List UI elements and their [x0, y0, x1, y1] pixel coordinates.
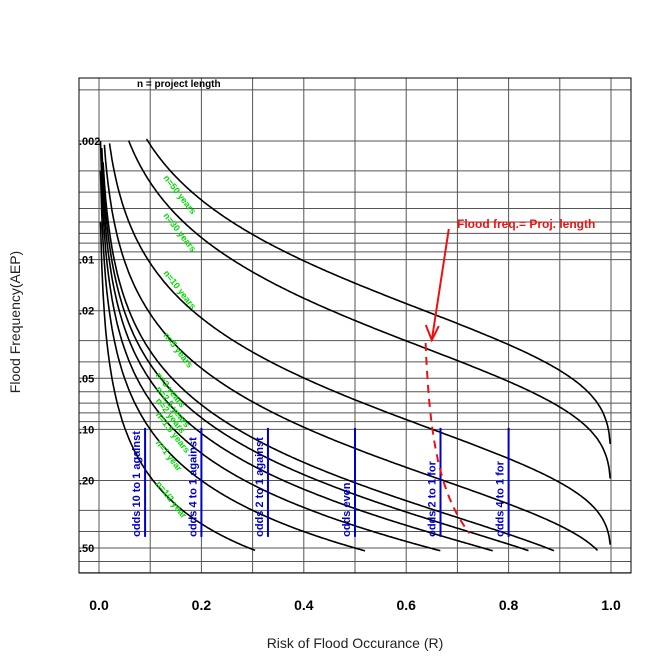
y-tick-4: .10: [79, 424, 94, 436]
risk-curves: [99, 138, 611, 552]
y-axis-title: Flood Frequency(AEP): [7, 251, 23, 393]
x-tick-0: 0.0: [89, 597, 109, 613]
x-tick-3: 0.6: [396, 597, 416, 613]
odds-label-3: odds 2 to 1 against: [254, 437, 266, 537]
x-tick-2: 0.4: [294, 597, 314, 613]
y-tick-2: .02: [79, 306, 94, 318]
equal-length-curve: [424, 342, 471, 535]
odds-lines: odds 10 to 1 against odds 4 to 1 against o…: [131, 427, 510, 537]
annotation-arrow-shaft: [430, 228, 450, 341]
project-length-note: n = project length: [137, 79, 221, 90]
annotation-arrow-head: [424, 324, 440, 343]
x-tick-4: 0.8: [499, 597, 519, 613]
x-axis-title: Risk of Flood Occurance (R): [267, 635, 444, 651]
x-tick-5: 1.0: [601, 597, 621, 613]
y-tick-3: .05: [79, 373, 94, 385]
curve-2: [127, 140, 611, 479]
y-tick-5: .20: [79, 475, 94, 487]
curve-4: [103, 144, 599, 551]
y-tick-0: .002: [79, 136, 100, 148]
y-tick-labels: .002 .01 .02 .05 .10 .20 .50: [79, 136, 100, 555]
curve-10: [99, 221, 256, 552]
odds-label-5: odds 2 to 1 for: [427, 460, 439, 537]
curve-9: [99, 170, 366, 552]
odds-label-2: odds 4 to 1 against: [187, 437, 199, 537]
x-tick-labels: 0.0 0.2 0.4 0.6 0.8 1.0: [89, 597, 621, 613]
y-tick-6: .50: [79, 543, 94, 555]
odds-label-1: odds 10 to 1 against: [131, 431, 143, 537]
annotation-label: Flood freq.= Proj. length: [457, 217, 595, 231]
curve-6: [101, 147, 529, 552]
x-tick-1: 0.2: [192, 597, 212, 613]
curve-3: [108, 143, 611, 545]
equal-length-annotation: Flood freq.= Proj. length: [424, 217, 595, 535]
y-tick-1: .01: [79, 255, 94, 267]
curve-1: [145, 138, 611, 445]
odds-label-6: odds 4 to 1 for: [495, 460, 507, 536]
curve-5: [102, 162, 555, 552]
curve-7: [101, 164, 493, 552]
odds-label-4: odds even: [341, 482, 353, 537]
curve-8: [99, 140, 441, 552]
plot-frame: [78, 77, 632, 574]
